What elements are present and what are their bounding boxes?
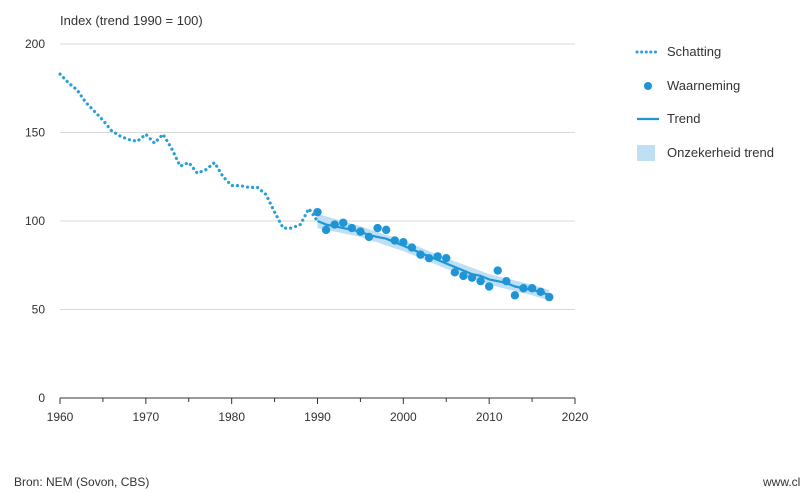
observation-point-2017	[545, 292, 554, 302]
x-tick-label-2010: 2010	[476, 410, 503, 424]
legend-label-3: Trend	[667, 111, 700, 126]
observation-point-2004	[433, 252, 442, 261]
observation-point-2000	[399, 238, 408, 247]
legend-label-2: Waarneming	[667, 78, 740, 93]
observation-point-2007	[459, 271, 468, 281]
legend-label-1: Schatting	[667, 44, 721, 59]
x-tick-label-1990: 1990	[304, 410, 331, 424]
observation-point-1998	[381, 225, 391, 235]
x-tick-label-1980: 1980	[218, 410, 245, 424]
observation-point-1994	[347, 223, 357, 233]
observation-point-1997	[373, 223, 382, 233]
estimate-line	[58, 72, 320, 230]
observation-point-2015	[527, 284, 537, 293]
observation-point-2006	[450, 268, 460, 277]
observation-point-2003	[424, 253, 434, 263]
observation-point-2009	[476, 276, 485, 286]
observation-point-2011	[493, 266, 502, 275]
footer-url: www.cl	[762, 475, 800, 489]
legend-label-4: Onzekerheid trend	[667, 145, 774, 160]
observation-point-2001	[407, 243, 417, 252]
observation-point-2008	[467, 273, 477, 282]
legend-swatch-observation	[644, 82, 652, 90]
observation-point-2010	[484, 282, 494, 291]
observation-point-1990	[313, 207, 322, 217]
observation-point-1999	[390, 236, 399, 245]
y-tick-label-100: 100	[25, 214, 45, 228]
observation-points-layer	[313, 207, 554, 302]
x-tick-label-2020: 2020	[562, 410, 589, 424]
observation-point-2013	[510, 291, 520, 300]
series-lines-layer	[58, 72, 550, 297]
legend-swatch-uncertainty	[637, 145, 655, 161]
x-tick-label-2000: 2000	[390, 410, 417, 424]
x-tick-label-1960: 1960	[47, 410, 74, 424]
observation-point-2014	[519, 284, 528, 293]
observation-point-2005	[442, 253, 451, 263]
observation-point-1993	[339, 218, 348, 227]
observation-point-2002	[416, 250, 425, 259]
legend: Schatting Waarneming Trend Onzekerheid tren…	[635, 44, 774, 161]
source-note: Bron: NEM (Sovon, CBS)	[14, 475, 149, 489]
y-tick-label-200: 200	[25, 37, 45, 51]
x-tick-label-1970: 1970	[132, 410, 159, 424]
axes: 0 50 100 150 200 1960 1970 1980 1990 2000 2010 2020	[25, 37, 589, 424]
observation-point-1996	[364, 232, 374, 242]
observation-point-1991	[321, 225, 331, 235]
observation-point-2016	[536, 287, 545, 296]
gridlines	[60, 43, 575, 310]
observation-point-2012	[502, 276, 511, 286]
observation-point-1992	[330, 220, 339, 229]
observation-point-1995	[356, 227, 365, 236]
trend-line	[317, 219, 550, 297]
y-axis-label: Index (trend 1990 = 100)	[60, 13, 203, 28]
y-tick-label-150: 150	[25, 126, 45, 140]
y-tick-label-0: 0	[38, 391, 45, 405]
y-tick-label-50: 50	[32, 303, 46, 317]
